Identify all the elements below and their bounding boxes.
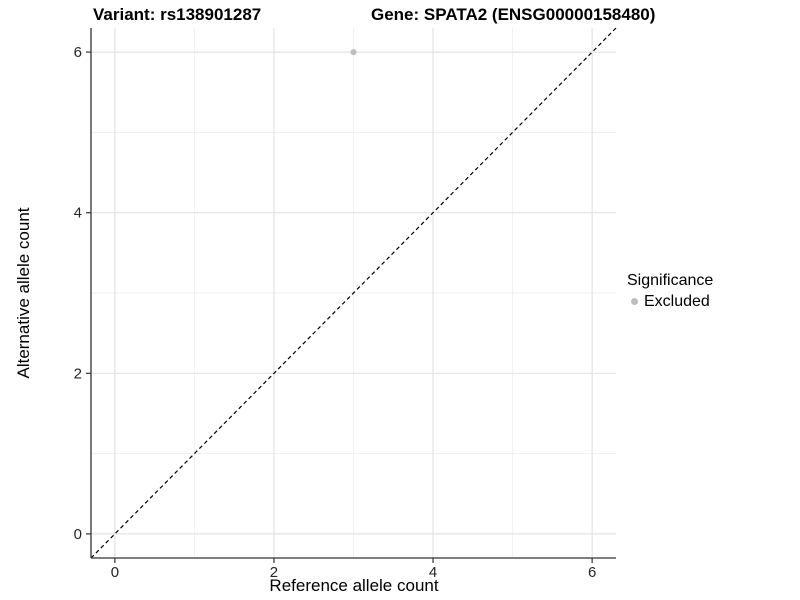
data-point bbox=[350, 49, 357, 56]
legend: Significance Excluded bbox=[627, 271, 713, 311]
identity-line bbox=[90, 27, 617, 559]
legend-point-icon bbox=[631, 298, 638, 305]
plot-title-variant: Variant: rs138901287 bbox=[93, 5, 262, 24]
x-tick-label: 2 bbox=[270, 564, 278, 581]
x-tick-label: 4 bbox=[429, 564, 437, 581]
y-axis-title: Alternative allele count bbox=[14, 207, 33, 379]
y-tick-label: 4 bbox=[74, 205, 82, 222]
x-tick-label: 6 bbox=[588, 564, 596, 581]
y-tick-label: 6 bbox=[74, 44, 82, 61]
y-tick-label: 0 bbox=[74, 526, 82, 543]
x-tick-label: 0 bbox=[111, 564, 119, 581]
legend-title: Significance bbox=[627, 272, 714, 289]
legend-item-excluded: Excluded bbox=[627, 292, 713, 311]
x-axis-title: Reference allele count bbox=[269, 576, 439, 595]
legend-item-label: Excluded bbox=[644, 293, 710, 310]
y-tick-label: 2 bbox=[74, 365, 82, 382]
plot-title-gene: Gene: SPATA2 (ENSG00000158480) bbox=[371, 5, 656, 24]
